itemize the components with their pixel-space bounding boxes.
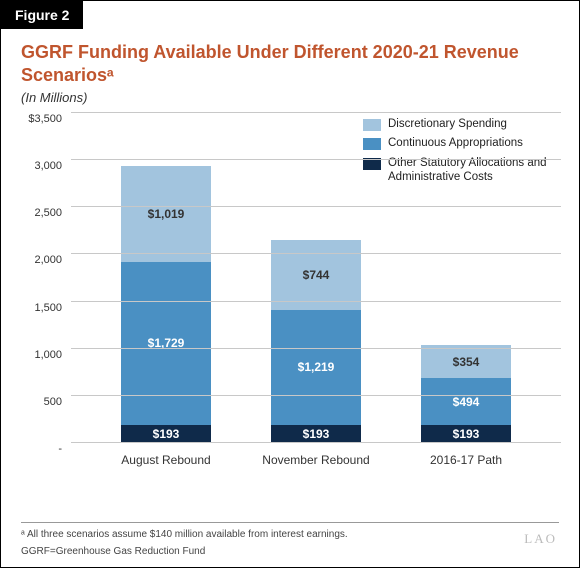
y-tick: $3,500 (28, 113, 62, 125)
footnote: ᵃ All three scenarios assume $140 millio… (21, 529, 559, 540)
x-axis-label: 2016-17 Path (396, 453, 536, 467)
legend-item: Continuous Appropriations (363, 136, 553, 150)
gridline (71, 253, 561, 254)
y-tick: 2,000 (34, 254, 62, 266)
gridline (71, 442, 561, 443)
bar-value-label: $494 (421, 395, 511, 409)
gridline (71, 159, 561, 160)
chart-title: GGRF Funding Available Under Different 2… (21, 41, 559, 86)
bar-value-label: $354 (421, 355, 511, 369)
bar-segment: $494 (421, 378, 511, 425)
legend-swatch (363, 119, 381, 131)
bar-segment: $744 (271, 240, 361, 310)
legend-label: Continuous Appropriations (388, 136, 523, 150)
bar-segment: $193 (421, 425, 511, 443)
bar-value-label: $193 (421, 427, 511, 441)
y-axis: -5001,0001,5002,0002,5003,000$3,500 (21, 113, 66, 443)
y-tick: 1,000 (34, 349, 62, 361)
gridline (71, 348, 561, 349)
legend-label: Discretionary Spending (388, 117, 507, 131)
bar-segment: $354 (421, 345, 511, 378)
gridline (71, 206, 561, 207)
footer: ᵃ All three scenarios assume $140 millio… (21, 514, 559, 557)
legend-item: Discretionary Spending (363, 117, 553, 131)
gridline (71, 395, 561, 396)
legend-swatch (363, 138, 381, 150)
y-tick: 2,500 (34, 207, 62, 219)
gridline (71, 301, 561, 302)
bar-value-label: $193 (121, 427, 211, 441)
abbreviation: GGRF=Greenhouse Gas Reduction Fund (21, 546, 559, 557)
y-tick: - (58, 443, 62, 455)
bar-segment: $1,729 (121, 262, 211, 425)
y-tick: 1,500 (34, 302, 62, 314)
bar-segment: $1,219 (271, 310, 361, 425)
bar-value-label: $1,019 (121, 207, 211, 221)
bar-segment: $1,019 (121, 166, 211, 262)
watermark: LAO (524, 531, 557, 547)
y-tick: 3,000 (34, 160, 62, 172)
legend: Discretionary Spending Continuous Appropr… (363, 117, 553, 190)
y-tick: 500 (44, 396, 62, 408)
bar-value-label: $1,219 (271, 360, 361, 374)
content-area: GGRF Funding Available Under Different 2… (1, 29, 579, 477)
bar-segment: $193 (121, 425, 211, 443)
x-axis-label: November Rebound (246, 453, 386, 467)
bar-segment: $193 (271, 425, 361, 443)
divider (21, 522, 559, 523)
figure-label: Figure 2 (1, 1, 83, 29)
chart-subtitle: (In Millions) (21, 90, 559, 105)
stacked-bar-chart: - 500 1,000 1,500 2,000 2,500 3,000 $3,500 $193… (21, 113, 561, 473)
bar-value-label: $193 (271, 427, 361, 441)
gridline (71, 112, 561, 113)
x-axis-label: August Rebound (96, 453, 236, 467)
bar-value-label: $744 (271, 268, 361, 282)
